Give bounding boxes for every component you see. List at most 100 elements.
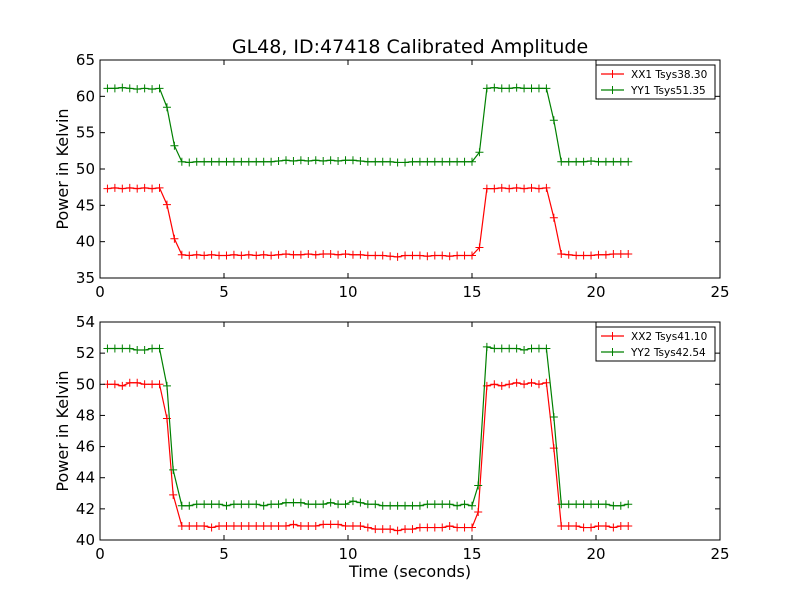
data-point — [103, 184, 112, 193]
data-point — [237, 521, 246, 530]
data-point — [423, 500, 432, 509]
data-point — [482, 342, 491, 351]
data-point — [148, 85, 157, 94]
data-point — [386, 157, 395, 166]
data-point — [133, 184, 142, 193]
data-point — [133, 378, 142, 387]
data-point — [445, 252, 454, 261]
data-point — [334, 520, 343, 529]
data-point — [334, 500, 343, 509]
data-point — [624, 521, 633, 530]
data-point — [222, 251, 231, 260]
data-point — [207, 500, 216, 509]
data-point — [601, 157, 610, 166]
y-tick-label: 40 — [76, 233, 95, 251]
data-point — [356, 498, 365, 507]
data-point — [229, 157, 238, 166]
data-point — [490, 344, 499, 353]
legend-marker — [608, 70, 617, 78]
data-point — [162, 381, 171, 390]
data-point — [542, 183, 551, 192]
y-axis-label: Power in Kelvin — [53, 370, 72, 491]
data-point — [557, 500, 566, 509]
data-point — [453, 251, 462, 260]
data-point — [474, 507, 483, 516]
data-point — [125, 183, 134, 192]
data-point — [609, 250, 618, 259]
x-tick-label: 15 — [462, 545, 481, 563]
data-point — [564, 250, 573, 259]
data-point — [393, 526, 402, 535]
data-point — [341, 156, 350, 165]
data-point — [289, 157, 298, 166]
data-point — [475, 243, 484, 252]
y-tick-label: 65 — [76, 51, 95, 69]
data-point — [572, 521, 581, 530]
data-point — [601, 250, 610, 259]
data-point — [363, 523, 372, 532]
data-point — [512, 344, 521, 353]
data-point — [393, 252, 402, 261]
data-point — [133, 85, 142, 94]
data-point — [155, 84, 164, 93]
data-point — [215, 157, 224, 166]
legend-marker — [608, 332, 617, 340]
data-point — [579, 251, 588, 260]
data-point — [304, 521, 313, 530]
data-point — [557, 250, 566, 259]
data-point — [155, 183, 164, 192]
data-point — [259, 501, 268, 510]
data-point — [296, 250, 305, 259]
data-point — [140, 380, 149, 389]
y-tick-label: 54 — [76, 313, 95, 331]
data-point — [185, 158, 194, 167]
data-point — [341, 521, 350, 530]
data-point — [386, 525, 395, 534]
data-point — [267, 521, 276, 530]
data-point — [542, 378, 551, 387]
data-point — [110, 344, 119, 353]
data-point — [274, 500, 283, 509]
data-point — [289, 498, 298, 507]
data-point — [378, 157, 387, 166]
data-point — [326, 156, 335, 165]
data-point — [453, 157, 462, 166]
data-point — [490, 380, 499, 389]
data-point — [118, 83, 127, 92]
data-point — [460, 523, 469, 532]
legend-box — [595, 326, 716, 362]
data-point — [252, 251, 261, 260]
data-point — [311, 156, 320, 165]
data-point — [572, 157, 581, 166]
x-tick-label: 0 — [95, 545, 105, 563]
data-point — [512, 83, 521, 92]
data-point — [363, 157, 372, 166]
data-point — [170, 141, 179, 150]
data-point — [468, 251, 476, 260]
data-point — [356, 521, 365, 530]
data-point — [185, 501, 194, 510]
data-point — [326, 520, 335, 529]
data-point — [609, 157, 618, 166]
y-tick-label: 45 — [76, 196, 95, 214]
data-point — [415, 157, 424, 166]
data-point — [192, 250, 201, 259]
data-point — [624, 500, 633, 509]
data-point — [222, 157, 231, 166]
data-point — [229, 250, 238, 259]
legend-label: XX2 Tsys41.10 — [631, 331, 707, 343]
data-point — [534, 380, 543, 389]
data-point — [423, 157, 432, 166]
data-point — [579, 500, 588, 509]
x-tick-label: 15 — [462, 283, 481, 301]
data-point — [438, 523, 447, 532]
data-point — [520, 84, 529, 93]
data-point — [296, 521, 305, 530]
data-point — [423, 252, 432, 261]
data-point — [408, 525, 417, 534]
data-point — [386, 501, 395, 510]
data-point — [371, 500, 380, 509]
data-point — [505, 184, 514, 193]
data-point — [259, 157, 268, 166]
data-point — [534, 84, 543, 93]
